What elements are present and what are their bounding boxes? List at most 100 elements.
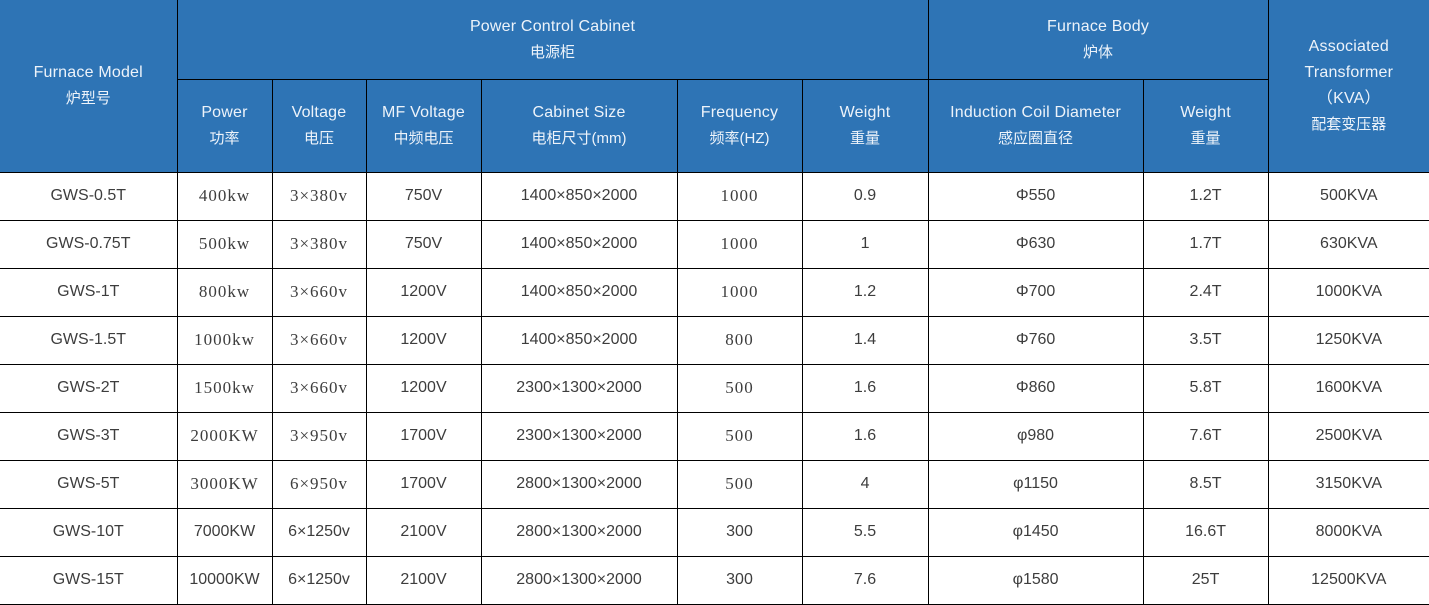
table-cell: 3×380v bbox=[271, 171, 367, 221]
table-cell: Φ700 bbox=[927, 267, 1144, 317]
table-cell: 300 bbox=[676, 555, 803, 605]
table-row: GWS-1.5T 1000kw 3×660v 1200V 1400×850×2000 80… bbox=[0, 315, 1429, 365]
header-body-weight-zh: 重量 bbox=[1190, 130, 1221, 147]
table-cell: Φ760 bbox=[927, 315, 1144, 365]
table-cell: 630KVA bbox=[1267, 219, 1429, 269]
table-cell: 400kw bbox=[176, 171, 273, 221]
header-furnace-body-zh: 炉体 bbox=[1083, 43, 1114, 61]
table-cell: 7.6 bbox=[801, 555, 929, 605]
table-cell: 300 bbox=[676, 507, 803, 557]
table-cell: 5.5 bbox=[801, 507, 929, 557]
table-cell: Φ860 bbox=[927, 363, 1144, 413]
table-cell: GWS-15T bbox=[0, 555, 178, 605]
table-cell: GWS-3T bbox=[0, 411, 178, 461]
table-cell: 3.5T bbox=[1142, 315, 1269, 365]
table-row: GWS-10T 7000KW 6×1250v 2100V 2800×1300×2000 3… bbox=[0, 507, 1429, 557]
table-cell: 1400×850×2000 bbox=[480, 267, 678, 317]
table-cell: 3×950v bbox=[271, 411, 367, 461]
table-row: GWS-2T 1500kw 3×660v 1200V 2300×1300×2000 500… bbox=[0, 363, 1429, 413]
table-cell: 8000KVA bbox=[1267, 507, 1429, 557]
header-cabinet-weight-zh: 重量 bbox=[850, 130, 881, 147]
table-cell: 25T bbox=[1142, 555, 1269, 605]
table-cell: 1700V bbox=[365, 411, 482, 461]
table-row: GWS-3T 2000KW 3×950v 1700V 2300×1300×2000 500… bbox=[0, 411, 1429, 461]
table-cell: 2100V bbox=[365, 507, 482, 557]
header-associated-transformer-line2: Transformer bbox=[1304, 64, 1394, 82]
table-cell: 2.4T bbox=[1142, 267, 1269, 317]
table-cell: 4 bbox=[801, 459, 929, 509]
header-induction-coil-diameter-en: Induction Coil Diameter bbox=[950, 104, 1121, 121]
header-sub-row: Power 功率 Voltage 电压 MF Voltage 中频电压 Cabi… bbox=[0, 78, 1429, 173]
table-cell: Φ630 bbox=[927, 219, 1144, 269]
table-cell: 800kw bbox=[176, 267, 273, 317]
table-cell: 800 bbox=[676, 315, 803, 365]
table-cell: 1.6 bbox=[801, 363, 929, 413]
table-row: GWS-0.75T 500kw 3×380v 750V 1400×850×2000 100… bbox=[0, 219, 1429, 269]
table-cell: 1600KVA bbox=[1267, 363, 1429, 413]
table-row: GWS-1T 800kw 3×660v 1200V 1400×850×2000 1000 1… bbox=[0, 267, 1429, 317]
header-frequency-en: Frequency bbox=[700, 104, 779, 121]
header-cabinet-weight-en: Weight bbox=[839, 104, 891, 121]
table-cell: 500kw bbox=[176, 219, 273, 269]
table-cell: 16.6T bbox=[1142, 507, 1269, 557]
header-power-control-cabinet: Power Control Cabinet 电源柜 bbox=[176, 0, 929, 80]
header-voltage: Voltage 电压 bbox=[271, 78, 367, 173]
table-cell: 1.6 bbox=[801, 411, 929, 461]
table-row: GWS-0.5T 400kw 3×380v 750V 1400×850×2000 1000… bbox=[0, 171, 1429, 221]
table-cell: 2000KW bbox=[176, 411, 273, 461]
table-cell: 2100V bbox=[365, 555, 482, 605]
table-cell: φ1450 bbox=[927, 507, 1144, 557]
header-cabinet-size-zh: 电柜尺寸(mm) bbox=[531, 130, 627, 147]
table-cell: 2300×1300×2000 bbox=[480, 363, 678, 413]
table-cell: 6×1250v bbox=[271, 555, 367, 605]
table-cell: 500 bbox=[676, 411, 803, 461]
table-cell: 1 bbox=[801, 219, 929, 269]
table-cell: 1400×850×2000 bbox=[480, 171, 678, 221]
header-cabinet-size-en: Cabinet Size bbox=[532, 104, 626, 121]
header-induction-coil-diameter: Induction Coil Diameter 感应圈直径 bbox=[927, 78, 1144, 173]
table-cell: 0.9 bbox=[801, 171, 929, 221]
header-body-weight-en: Weight bbox=[1180, 104, 1231, 121]
header-power-en: Power bbox=[201, 104, 248, 121]
table-cell: 7000KW bbox=[176, 507, 273, 557]
table-cell: φ980 bbox=[927, 411, 1144, 461]
table-cell: 500KVA bbox=[1267, 171, 1429, 221]
header-furnace-body-en: Furnace Body bbox=[1047, 17, 1150, 35]
table-cell: 6×950v bbox=[271, 459, 367, 509]
table-cell: 1000 bbox=[676, 219, 803, 269]
header-frequency: Frequency 频率(HZ) bbox=[676, 78, 803, 173]
table-cell: GWS-0.5T bbox=[0, 171, 178, 221]
table-cell: 3×660v bbox=[271, 267, 367, 317]
table-cell: φ1150 bbox=[927, 459, 1144, 509]
table-cell: 3150KVA bbox=[1267, 459, 1429, 509]
table-cell: 2800×1300×2000 bbox=[480, 507, 678, 557]
table-cell: 1.2 bbox=[801, 267, 929, 317]
header-group-row: Furnace Model 炉型号 Power Control Cabinet … bbox=[0, 0, 1429, 173]
header-mf-voltage-en: MF Voltage bbox=[382, 104, 465, 121]
table-cell: 7.6T bbox=[1142, 411, 1269, 461]
table-cell: 1000 bbox=[676, 267, 803, 317]
header-associated-transformer-line4: 配套变压器 bbox=[1311, 116, 1387, 134]
header-frequency-zh: 频率(HZ) bbox=[709, 130, 770, 147]
table-cell: φ1580 bbox=[927, 555, 1144, 605]
header-furnace-body: Furnace Body 炉体 bbox=[927, 0, 1269, 80]
table-cell: 1400×850×2000 bbox=[480, 315, 678, 365]
table-cell: 6×1250v bbox=[271, 507, 367, 557]
table-cell: GWS-1T bbox=[0, 267, 178, 317]
header-furnace-model: Furnace Model 炉型号 bbox=[0, 0, 178, 173]
header-mf-voltage-zh: 中频电压 bbox=[393, 130, 454, 147]
table-cell: 2800×1300×2000 bbox=[480, 555, 678, 605]
table-cell: 1000 bbox=[676, 171, 803, 221]
table-header: Furnace Model 炉型号 Power Control Cabinet … bbox=[0, 0, 1429, 173]
table-cell: 3000KW bbox=[176, 459, 273, 509]
table-cell: 8.5T bbox=[1142, 459, 1269, 509]
table-row: GWS-5T 3000KW 6×950v 1700V 2800×1300×2000 500… bbox=[0, 459, 1429, 509]
table-cell: GWS-0.75T bbox=[0, 219, 178, 269]
table-cell: Φ550 bbox=[927, 171, 1144, 221]
table-cell: 1.2T bbox=[1142, 171, 1269, 221]
table-cell: 1500kw bbox=[176, 363, 273, 413]
header-mf-voltage: MF Voltage 中频电压 bbox=[365, 78, 482, 173]
spec-table-body: GWS-0.5T 400kw 3×380v 750V 1400×850×2000 1000… bbox=[0, 171, 1429, 605]
header-voltage-zh: 电压 bbox=[303, 130, 334, 147]
header-associated-transformer: Associated Transformer （KVA） 配套变压器 bbox=[1267, 0, 1429, 173]
